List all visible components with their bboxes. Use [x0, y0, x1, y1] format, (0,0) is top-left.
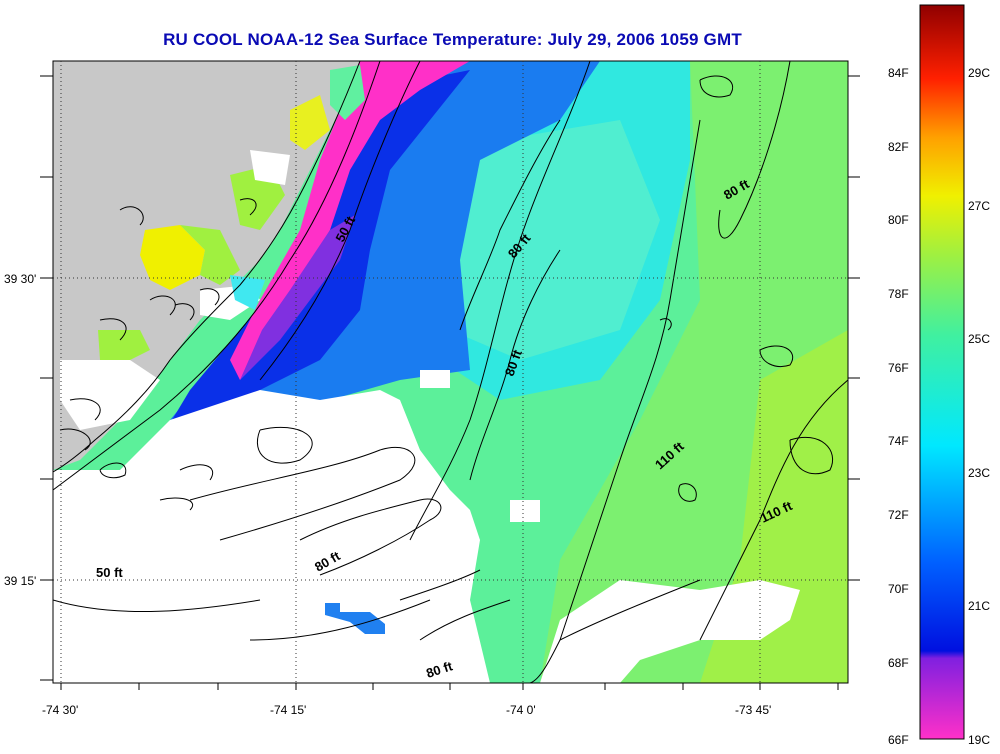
- lon-label-3: -74 0': [506, 703, 536, 717]
- bay-green: [180, 225, 240, 285]
- colorbar: [919, 4, 965, 740]
- map-title: RU COOL NOAA-12 Sea Surface Temperature:…: [163, 30, 742, 49]
- small-blue-patch: [325, 603, 385, 634]
- lat-label-1: 39 30': [4, 272, 36, 286]
- lon-label-2: -74 15': [270, 703, 306, 717]
- lat-label-2: 39 15': [4, 574, 36, 588]
- purple-band: [240, 215, 355, 380]
- cloud-patch-2: [510, 500, 540, 522]
- colorbar-c-labels: 29C 27C 25C 23C 21C 19C: [968, 66, 990, 747]
- colorbar-f-labels: 84F 82F 80F 78F 76F 74F 72F 70F 68F 66F: [888, 66, 909, 747]
- bay-yellow-2: [290, 95, 330, 150]
- contour-label-50ft-south: 50 ft: [96, 565, 123, 580]
- axis-ticks: [40, 75, 860, 690]
- bathymetry-contours: [53, 61, 848, 683]
- lon-label-4: -73 45': [735, 703, 771, 717]
- cb-f-78: 78F: [888, 287, 909, 301]
- cb-c-29: 29C: [968, 66, 990, 80]
- bay-green-4: [98, 330, 150, 365]
- cb-c-21: 21C: [968, 599, 990, 613]
- cloud-region-se: [540, 580, 800, 683]
- coastline: [53, 61, 361, 473]
- cb-f-70: 70F: [888, 582, 909, 596]
- bay-white: [250, 150, 290, 185]
- cb-f-84: 84F: [888, 66, 909, 80]
- cb-c-19: 19C: [968, 733, 990, 747]
- cb-c-25: 25C: [968, 332, 990, 346]
- lon-label-1: -74 30': [42, 703, 78, 717]
- light-cyan-zone: [440, 120, 660, 360]
- cb-f-72: 72F: [888, 508, 909, 522]
- cb-f-76: 76F: [888, 361, 909, 375]
- magenta-band: [230, 61, 470, 380]
- bay-yellow: [140, 225, 205, 290]
- cloud-patch: [420, 370, 450, 388]
- cb-c-27: 27C: [968, 199, 990, 213]
- cloud-region-main: [53, 390, 490, 683]
- bay-white-2: [60, 360, 160, 430]
- cb-f-74: 74F: [888, 434, 909, 448]
- cb-f-66: 66F: [888, 733, 909, 747]
- grid-lines: [53, 61, 848, 683]
- cb-f-68: 68F: [888, 656, 909, 670]
- cb-f-80: 80F: [888, 213, 909, 227]
- bay-cyan: [230, 275, 265, 310]
- cb-c-23: 23C: [968, 466, 990, 480]
- cb-f-82: 82F: [888, 140, 909, 154]
